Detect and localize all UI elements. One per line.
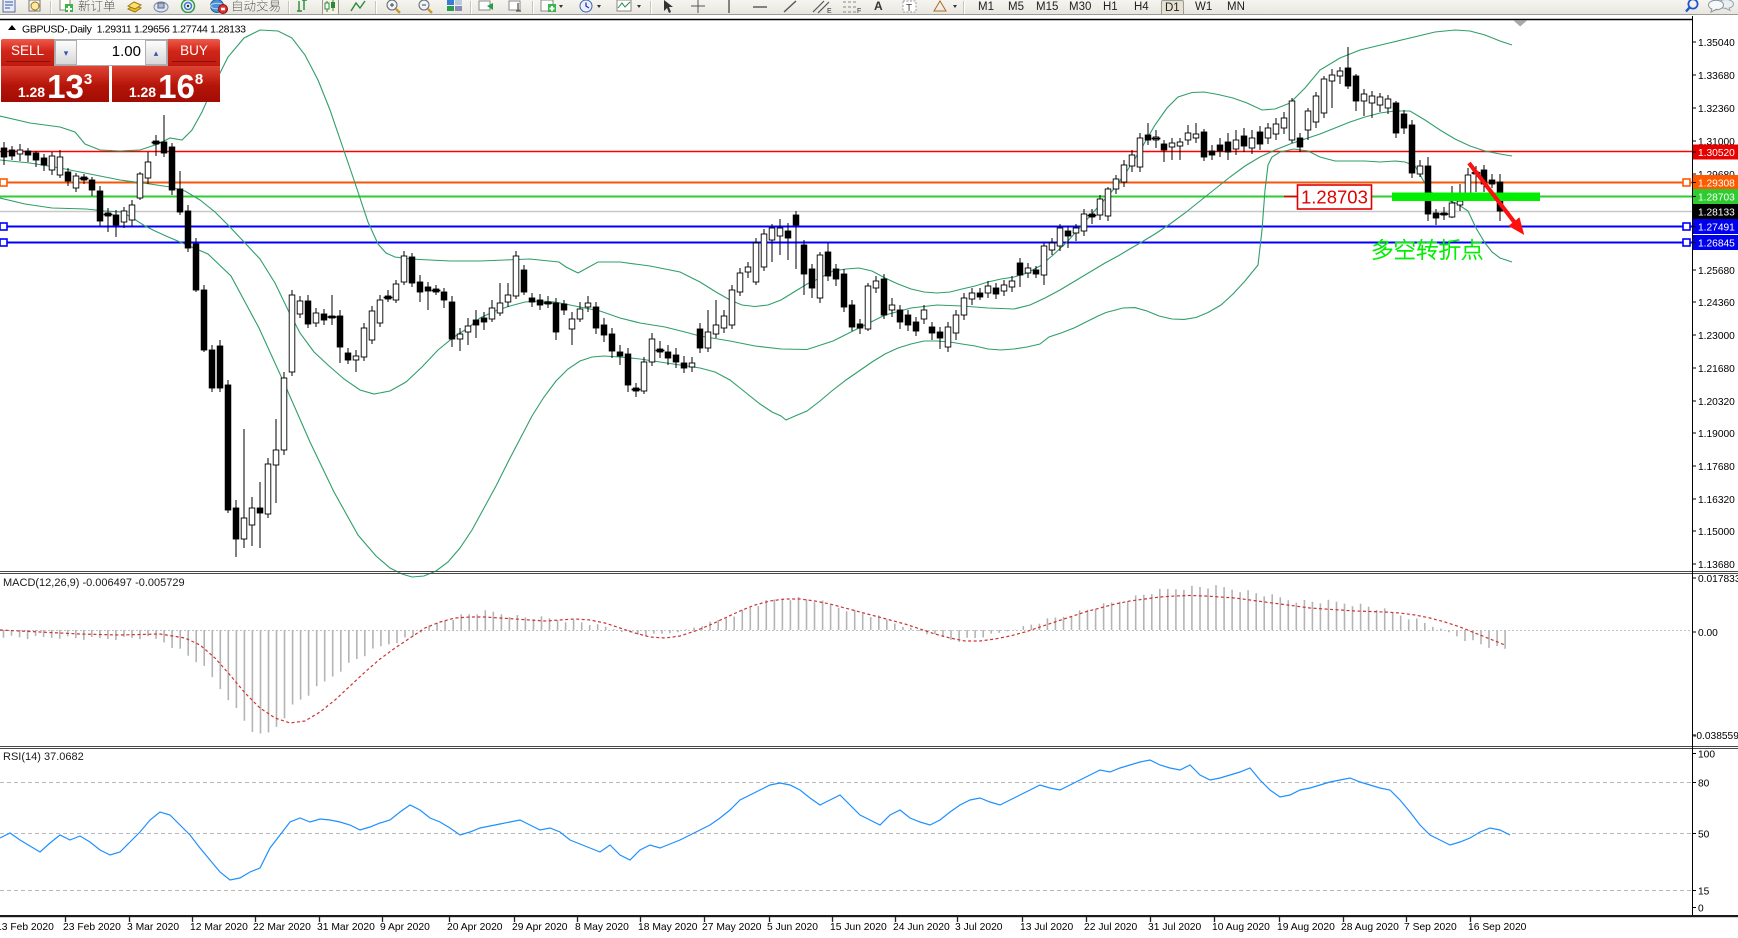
svg-text:22 Mar 2020: 22 Mar 2020 [253,922,311,933]
svg-text:3 Jul 2020: 3 Jul 2020 [955,922,1003,933]
svg-text:8 May 2020: 8 May 2020 [575,922,629,933]
svg-text:3 Mar 2020: 3 Mar 2020 [127,922,179,933]
svg-text:28 Aug 2020: 28 Aug 2020 [1341,922,1399,933]
svg-text:-0.038559: -0.038559 [1693,731,1738,742]
svg-text:RSI(14) 37.0682: RSI(14) 37.0682 [3,751,84,763]
svg-text:1.16320: 1.16320 [1698,495,1735,506]
svg-text:0.00: 0.00 [1698,628,1718,639]
svg-text:12 Mar 2020: 12 Mar 2020 [190,922,248,933]
svg-text:0: 0 [1698,904,1704,915]
svg-text:31 Jul 2020: 31 Jul 2020 [1148,922,1202,933]
svg-text:1.35040: 1.35040 [1698,38,1735,49]
svg-text:1.27491: 1.27491 [1698,223,1735,234]
svg-text:80: 80 [1698,779,1710,790]
svg-text:27 May 2020: 27 May 2020 [702,922,762,933]
svg-text:1.24360: 1.24360 [1698,298,1735,309]
svg-text:1.20320: 1.20320 [1698,397,1735,408]
svg-text:1.13680: 1.13680 [1698,560,1735,571]
svg-text:29 Apr 2020: 29 Apr 2020 [512,922,568,933]
svg-text:22 Jul 2020: 22 Jul 2020 [1084,922,1138,933]
svg-text:50: 50 [1698,830,1710,841]
svg-text:5 Jun 2020: 5 Jun 2020 [767,922,818,933]
svg-text:1.19000: 1.19000 [1698,429,1735,440]
svg-text:T: T [906,3,912,14]
svg-text:1.28703: 1.28703 [1698,193,1735,204]
svg-text:1.31000: 1.31000 [1698,137,1735,148]
svg-text:1.30520: 1.30520 [1698,148,1735,159]
svg-text:10 Aug 2020: 10 Aug 2020 [1212,922,1270,933]
svg-text:MACD(12,26,9) -0.006497 -0.005: MACD(12,26,9) -0.006497 -0.005729 [3,577,185,589]
svg-text:18 May 2020: 18 May 2020 [638,922,698,933]
svg-text:19 Aug 2020: 19 Aug 2020 [1277,922,1335,933]
svg-text:1.23000: 1.23000 [1698,331,1735,342]
svg-text:13 Feb 2020: 13 Feb 2020 [0,922,54,933]
svg-text:1.17680: 1.17680 [1698,462,1735,473]
svg-text:1.26845: 1.26845 [1698,239,1735,250]
svg-text:31 Mar 2020: 31 Mar 2020 [317,922,375,933]
svg-text:1.28703: 1.28703 [1301,187,1368,208]
svg-text:1.21680: 1.21680 [1698,364,1735,375]
svg-text:7 Sep 2020: 7 Sep 2020 [1404,922,1457,933]
svg-text:24 Jun 2020: 24 Jun 2020 [893,922,950,933]
svg-text:13 Jul 2020: 13 Jul 2020 [1020,922,1074,933]
svg-text:0.017833: 0.017833 [1698,574,1738,585]
svg-text:20 Apr 2020: 20 Apr 2020 [447,922,503,933]
svg-text:F: F [857,8,861,14]
svg-text:1.29308: 1.29308 [1698,179,1735,190]
svg-text:15 Jun 2020: 15 Jun 2020 [830,922,887,933]
svg-text:1.28133: 1.28133 [1698,208,1735,219]
svg-text:16 Sep 2020: 16 Sep 2020 [1468,922,1527,933]
svg-text:1.33680: 1.33680 [1698,71,1735,82]
svg-text:1.15000: 1.15000 [1698,527,1735,538]
svg-text:9 Apr 2020: 9 Apr 2020 [380,922,430,933]
svg-text:1.25680: 1.25680 [1698,266,1735,277]
svg-text:E: E [827,8,832,14]
svg-text:23 Feb 2020: 23 Feb 2020 [63,922,121,933]
svg-text:1.32360: 1.32360 [1698,104,1735,115]
svg-text:100: 100 [1698,750,1715,761]
svg-text:15: 15 [1698,887,1710,898]
svg-text:GBPUSD-,Daily 1.29311 1.29656: GBPUSD-,Daily 1.29311 1.29656 1.27744 1.… [22,24,246,36]
